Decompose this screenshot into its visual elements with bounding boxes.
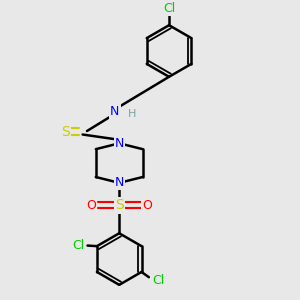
Text: N: N — [110, 105, 119, 118]
Text: H: H — [128, 109, 136, 119]
Text: Cl: Cl — [72, 239, 85, 252]
Text: O: O — [86, 199, 96, 212]
Text: S: S — [61, 124, 69, 139]
Text: N: N — [115, 176, 124, 189]
Text: N: N — [115, 137, 124, 150]
Text: O: O — [142, 199, 152, 212]
Text: Cl: Cl — [152, 274, 165, 287]
Text: Cl: Cl — [163, 2, 175, 15]
Text: S: S — [115, 198, 124, 212]
